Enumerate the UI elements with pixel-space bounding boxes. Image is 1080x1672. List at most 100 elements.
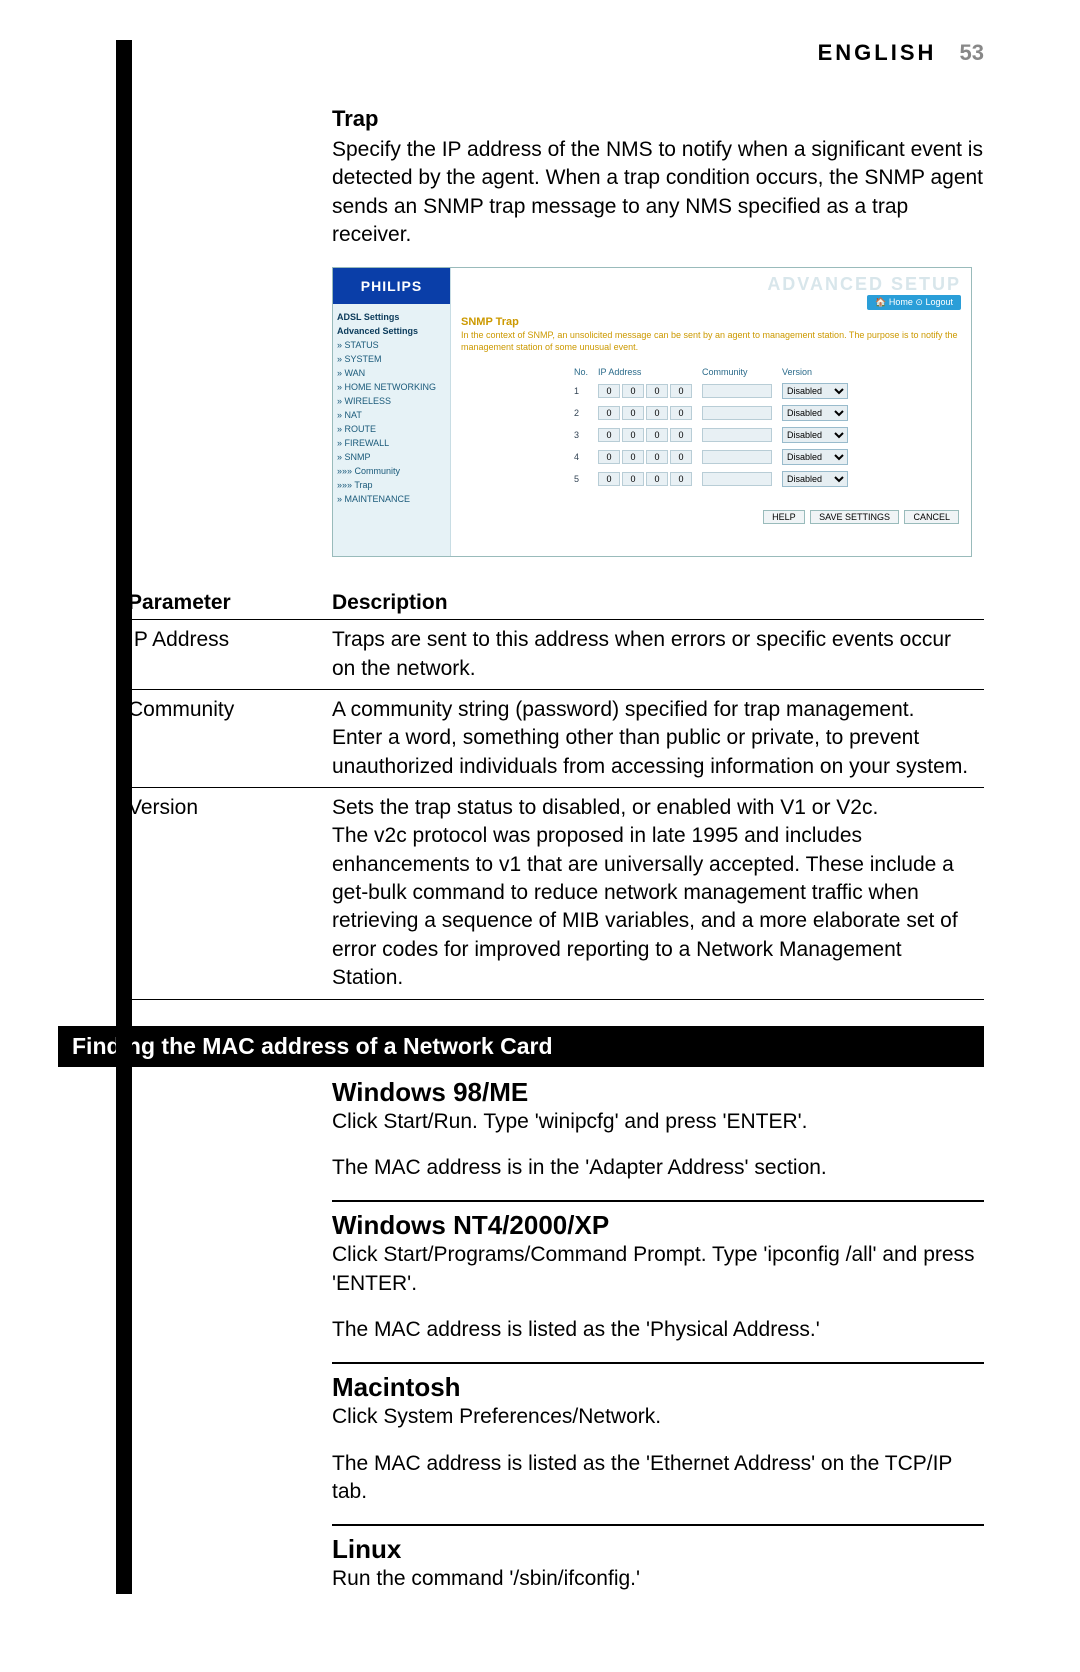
trap-row: 3 Disabled bbox=[569, 424, 853, 446]
ip-group bbox=[598, 428, 692, 442]
ip-octet[interactable] bbox=[598, 450, 620, 464]
param-desc: Sets the trap status to disabled, or ena… bbox=[332, 788, 984, 999]
nav-item[interactable]: »»» Trap bbox=[337, 478, 446, 492]
ip-octet[interactable] bbox=[670, 472, 692, 486]
os-block: Windows 98/ME Click Start/Run. Type 'win… bbox=[332, 1077, 984, 1183]
community-input[interactable] bbox=[702, 450, 772, 464]
ip-octet[interactable] bbox=[646, 450, 668, 464]
os-text: Click Start/Run. Type 'winipcfg' and pre… bbox=[332, 1108, 984, 1136]
ip-octet[interactable] bbox=[670, 384, 692, 398]
os-text: The MAC address is in the 'Adapter Addre… bbox=[332, 1154, 984, 1182]
nav-item[interactable]: » NAT bbox=[337, 408, 446, 422]
ip-octet[interactable] bbox=[646, 428, 668, 442]
ip-group bbox=[598, 406, 692, 420]
section-bar: Finding the MAC address of a Network Car… bbox=[58, 1026, 984, 1067]
ip-octet[interactable] bbox=[622, 472, 644, 486]
os-heading: Windows 98/ME bbox=[332, 1077, 984, 1108]
router-sidebar: PHILIPS ADSL Settings Advanced Settings … bbox=[333, 268, 451, 556]
param-name: Version bbox=[128, 788, 332, 999]
page: ENGLISH 53 Trap Specify the IP address o… bbox=[0, 0, 1080, 1672]
nav-item[interactable]: » ROUTE bbox=[337, 422, 446, 436]
ip-octet[interactable] bbox=[670, 450, 692, 464]
ip-octet[interactable] bbox=[622, 406, 644, 420]
cell-no: 2 bbox=[569, 402, 593, 424]
ip-group bbox=[598, 450, 692, 464]
ip-octet[interactable] bbox=[598, 472, 620, 486]
nav-item[interactable]: » WAN bbox=[337, 366, 446, 380]
page-number: 53 bbox=[960, 40, 984, 65]
os-text: Click Start/Programs/Command Prompt. Typ… bbox=[332, 1241, 984, 1298]
th-ip: IP Address bbox=[593, 364, 697, 380]
nav-item[interactable]: » HOME NETWORKING bbox=[337, 380, 446, 394]
th-no: No. bbox=[569, 364, 593, 380]
router-screenshot: PHILIPS ADSL Settings Advanced Settings … bbox=[332, 267, 972, 557]
trap-row: 4 Disabled bbox=[569, 446, 853, 468]
ip-octet[interactable] bbox=[598, 428, 620, 442]
os-text: The MAC address is listed as the 'Physic… bbox=[332, 1316, 984, 1344]
ip-octet[interactable] bbox=[598, 406, 620, 420]
router-main: ADVANCED SETUP 🏠 Home ⊙ Logout SNMP Trap… bbox=[451, 268, 971, 556]
community-input[interactable] bbox=[702, 472, 772, 486]
snmp-trap-table: No. IP Address Community Version 1 bbox=[569, 364, 853, 490]
version-select[interactable]: Disabled bbox=[782, 405, 848, 421]
ip-octet[interactable] bbox=[646, 406, 668, 420]
ip-octet[interactable] bbox=[598, 384, 620, 398]
nav-group: Advanced Settings bbox=[337, 324, 446, 338]
os-text: The MAC address is listed as the 'Ethern… bbox=[332, 1450, 984, 1507]
divider bbox=[332, 1524, 984, 1526]
trap-row: 2 Disabled bbox=[569, 402, 853, 424]
ip-octet[interactable] bbox=[622, 384, 644, 398]
param-name: Community bbox=[128, 690, 332, 788]
community-input[interactable] bbox=[702, 384, 772, 398]
th-parameter: Parameter bbox=[128, 587, 332, 620]
router-title: ADVANCED SETUP bbox=[767, 274, 961, 295]
nav-item[interactable]: » WIRELESS bbox=[337, 394, 446, 408]
ip-octet[interactable] bbox=[646, 472, 668, 486]
ip-octet[interactable] bbox=[670, 406, 692, 420]
th-description: Description bbox=[332, 587, 984, 620]
ip-group bbox=[598, 384, 692, 398]
nav-item[interactable]: » FIREWALL bbox=[337, 436, 446, 450]
margin-strip bbox=[116, 40, 132, 1594]
trap-paragraph: Specify the IP address of the NMS to not… bbox=[332, 136, 984, 249]
cell-no: 3 bbox=[569, 424, 593, 446]
nav-item[interactable]: » SYSTEM bbox=[337, 352, 446, 366]
brand-logo: PHILIPS bbox=[333, 268, 450, 304]
os-text: Click System Preferences/Network. bbox=[332, 1403, 984, 1431]
trap-row: 5 Disabled bbox=[569, 468, 853, 490]
trap-heading: Trap bbox=[332, 106, 984, 132]
version-select[interactable]: Disabled bbox=[782, 383, 848, 399]
th-version: Version bbox=[777, 364, 853, 380]
nav-item[interactable]: » STATUS bbox=[337, 338, 446, 352]
help-button[interactable]: HELP bbox=[763, 510, 805, 524]
nav-item[interactable]: » MAINTENANCE bbox=[337, 492, 446, 506]
os-heading: Macintosh bbox=[332, 1372, 984, 1403]
version-select[interactable]: Disabled bbox=[782, 471, 848, 487]
ip-octet[interactable] bbox=[622, 428, 644, 442]
version-select[interactable]: Disabled bbox=[782, 427, 848, 443]
version-select[interactable]: Disabled bbox=[782, 449, 848, 465]
nav-item[interactable]: »»» Community bbox=[337, 464, 446, 478]
trap-row: 1 Disabled bbox=[569, 380, 853, 402]
page-header: ENGLISH 53 bbox=[128, 40, 984, 66]
param-desc: A community string (password) specified … bbox=[332, 690, 984, 788]
cell-no: 4 bbox=[569, 446, 593, 468]
save-button[interactable]: SAVE SETTINGS bbox=[810, 510, 899, 524]
router-top-links[interactable]: 🏠 Home ⊙ Logout bbox=[867, 295, 961, 310]
divider bbox=[332, 1200, 984, 1202]
cancel-button[interactable]: CANCEL bbox=[904, 510, 959, 524]
nav-item[interactable]: » SNMP bbox=[337, 450, 446, 464]
param-desc: Traps are sent to this address when erro… bbox=[332, 620, 984, 690]
param-row: Version Sets the trap status to disabled… bbox=[128, 788, 984, 999]
router-desc: In the context of SNMP, an unsolicited m… bbox=[451, 330, 971, 359]
divider bbox=[332, 1362, 984, 1364]
param-row: Community A community string (password) … bbox=[128, 690, 984, 788]
community-input[interactable] bbox=[702, 428, 772, 442]
ip-octet[interactable] bbox=[670, 428, 692, 442]
os-block: Macintosh Click System Preferences/Netwo… bbox=[332, 1372, 984, 1506]
th-community: Community bbox=[697, 364, 777, 380]
community-input[interactable] bbox=[702, 406, 772, 420]
os-text: Run the command '/sbin/ifconfig.' bbox=[332, 1565, 984, 1593]
ip-octet[interactable] bbox=[622, 450, 644, 464]
ip-octet[interactable] bbox=[646, 384, 668, 398]
